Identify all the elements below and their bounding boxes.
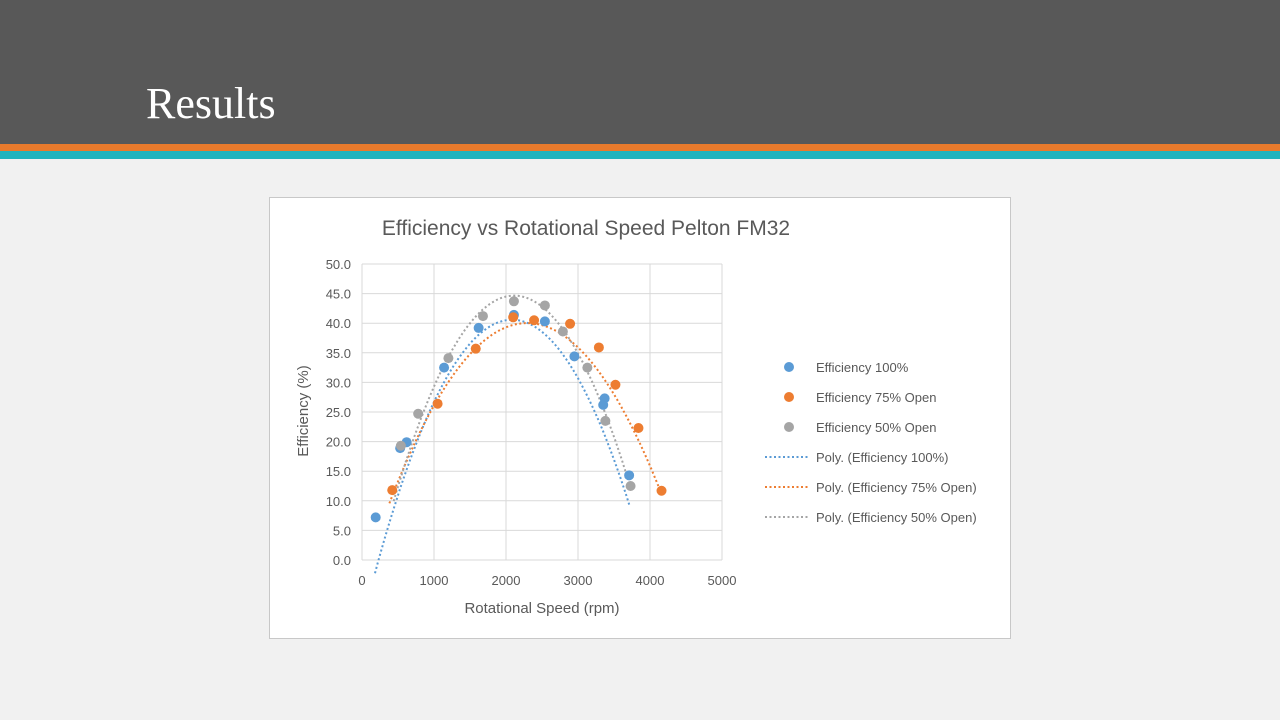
legend-marker [784, 422, 794, 432]
legend-label: Efficiency 50% Open [816, 420, 936, 435]
data-point [470, 343, 481, 354]
chart-title: Efficiency vs Rotational Speed Pelton FM… [382, 217, 790, 240]
data-point [473, 322, 484, 333]
slide-title: Results [146, 79, 276, 128]
data-point [529, 315, 540, 326]
legend-marker [784, 362, 794, 372]
x-tick-label: 5000 [708, 573, 737, 588]
trendline [392, 294, 632, 502]
y-axis-ticks: 0.0 5.0 10.0 15.0 20.0 25.0 30.0 35.0 40.0 45.0 50… [326, 257, 351, 568]
data-point [508, 312, 519, 323]
data-point [439, 362, 450, 373]
data-point [593, 342, 604, 353]
data-point [624, 470, 635, 481]
data-points [370, 296, 667, 523]
legend-label: Poly. (Efficiency 100%) [816, 450, 948, 465]
data-point [477, 311, 488, 322]
data-point [539, 300, 550, 311]
slide-header [0, 0, 1280, 144]
legend-label: Poly. (Efficiency 50% Open) [816, 510, 977, 525]
y-tick-label: 50.0 [326, 257, 351, 272]
y-tick-label: 35.0 [326, 346, 351, 361]
data-point [600, 415, 611, 426]
data-point [413, 408, 424, 419]
legend-label: Poly. (Efficiency 75% Open) [816, 480, 977, 495]
y-tick-label: 30.0 [326, 375, 351, 390]
x-axis-label: Rotational Speed (rpm) [464, 600, 619, 617]
y-tick-label: 40.0 [326, 316, 351, 331]
data-point [508, 296, 519, 307]
data-point [656, 485, 667, 496]
x-tick-label: 4000 [636, 573, 665, 588]
data-point [539, 316, 550, 327]
efficiency-chart: Efficiency vs Rotational Speed Pelton FM… [295, 217, 977, 617]
legend-label: Efficiency 100% [816, 360, 909, 375]
x-tick-label: 1000 [420, 573, 449, 588]
x-tick-label: 2000 [492, 573, 521, 588]
y-tick-label: 45.0 [326, 287, 351, 302]
y-tick-label: 25.0 [326, 405, 351, 420]
x-axis-ticks: 0 1000 2000 3000 4000 5000 [358, 573, 736, 588]
accent-stripe-orange [0, 144, 1280, 151]
data-point [569, 351, 580, 362]
data-point [370, 512, 381, 523]
y-tick-label: 5.0 [333, 523, 351, 538]
data-point [582, 362, 593, 373]
data-point [395, 440, 406, 451]
chart-legend: Efficiency 100% Efficiency 75% Open Effici… [765, 360, 977, 525]
y-axis-label: Efficiency (%) [295, 365, 312, 456]
chart-frame: Efficiency vs Rotational Speed Pelton FM… [269, 197, 1011, 639]
legend-marker [784, 392, 794, 402]
y-tick-label: 0.0 [333, 553, 351, 568]
y-tick-label: 15.0 [326, 464, 351, 479]
legend-label: Efficiency 75% Open [816, 390, 936, 405]
trendline [388, 322, 663, 504]
y-tick-label: 20.0 [326, 435, 351, 450]
data-point [432, 398, 443, 409]
data-point [557, 326, 568, 337]
data-point [387, 485, 398, 496]
accent-stripe-teal [0, 151, 1280, 159]
x-tick-label: 3000 [564, 573, 593, 588]
y-tick-label: 10.0 [326, 494, 351, 509]
data-point [633, 422, 644, 433]
trendlines [374, 294, 663, 574]
data-point [599, 393, 610, 404]
x-tick-label: 0 [358, 573, 365, 588]
data-point [610, 379, 621, 390]
data-point [625, 481, 636, 491]
data-point [443, 353, 454, 364]
chart-grid [361, 263, 723, 561]
trendline [374, 318, 631, 574]
data-point [565, 318, 576, 329]
